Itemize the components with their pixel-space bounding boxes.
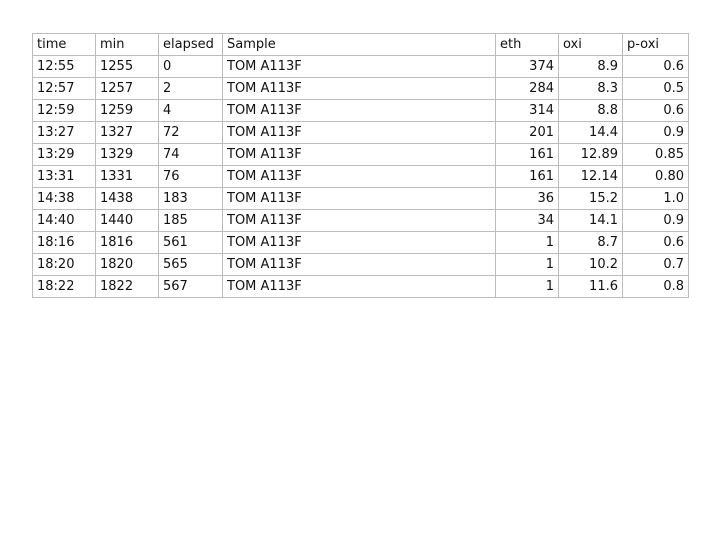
cell-eth: 34 (495, 209, 559, 232)
cell-sample: TOM A113F (222, 209, 496, 232)
cell-time: 18:16 (32, 231, 96, 254)
table-row: 12:55 1255 0 TOM A113F 374 8.9 0.6 (32, 55, 689, 78)
cell-sample: TOM A113F (222, 55, 496, 78)
cell-eth: 1 (495, 231, 559, 254)
cell-time: 14:40 (32, 209, 96, 232)
cell-oxi: 11.6 (558, 275, 623, 298)
cell-elapsed: 2 (158, 77, 223, 100)
cell-time: 12:59 (32, 99, 96, 122)
cell-eth: 1 (495, 275, 559, 298)
cell-p-oxi: 0.6 (622, 231, 689, 254)
cell-p-oxi: 0.80 (622, 165, 689, 188)
header-time: time (32, 33, 96, 56)
header-eth: eth (495, 33, 559, 56)
cell-p-oxi: 0.8 (622, 275, 689, 298)
cell-oxi: 8.3 (558, 77, 623, 100)
cell-time: 14:38 (32, 187, 96, 210)
cell-time: 13:31 (32, 165, 96, 188)
header-p-oxi: p-oxi (622, 33, 689, 56)
cell-min: 1329 (95, 143, 159, 166)
cell-sample: TOM A113F (222, 187, 496, 210)
cell-min: 1816 (95, 231, 159, 254)
cell-min: 1331 (95, 165, 159, 188)
table-row: 12:57 1257 2 TOM A113F 284 8.3 0.5 (32, 77, 689, 100)
cell-sample: TOM A113F (222, 253, 496, 276)
cell-oxi: 15.2 (558, 187, 623, 210)
cell-time: 13:29 (32, 143, 96, 166)
cell-oxi: 10.2 (558, 253, 623, 276)
cell-elapsed: 561 (158, 231, 223, 254)
cell-eth: 314 (495, 99, 559, 122)
cell-oxi: 8.9 (558, 55, 623, 78)
cell-elapsed: 185 (158, 209, 223, 232)
cell-eth: 161 (495, 165, 559, 188)
cell-p-oxi: 0.6 (622, 99, 689, 122)
cell-oxi: 12.89 (558, 143, 623, 166)
cell-p-oxi: 0.6 (622, 55, 689, 78)
cell-elapsed: 72 (158, 121, 223, 144)
header-row: time min elapsed Sample eth oxi p-oxi (32, 33, 689, 56)
table-row: 18:16 1816 561 TOM A113F 1 8.7 0.6 (32, 231, 689, 254)
cell-p-oxi: 0.85 (622, 143, 689, 166)
cell-p-oxi: 0.9 (622, 121, 689, 144)
cell-oxi: 14.4 (558, 121, 623, 144)
cell-sample: TOM A113F (222, 231, 496, 254)
cell-sample: TOM A113F (222, 165, 496, 188)
cell-sample: TOM A113F (222, 77, 496, 100)
cell-sample: TOM A113F (222, 275, 496, 298)
table-row: 18:22 1822 567 TOM A113F 1 11.6 0.8 (32, 275, 689, 298)
cell-time: 12:57 (32, 77, 96, 100)
header-elapsed: elapsed (158, 33, 223, 56)
cell-min: 1327 (95, 121, 159, 144)
header-min: min (95, 33, 159, 56)
cell-elapsed: 183 (158, 187, 223, 210)
table-row: 12:59 1259 4 TOM A113F 314 8.8 0.6 (32, 99, 689, 122)
cell-time: 18:20 (32, 253, 96, 276)
cell-elapsed: 74 (158, 143, 223, 166)
cell-sample: TOM A113F (222, 121, 496, 144)
cell-oxi: 14.1 (558, 209, 623, 232)
header-oxi: oxi (558, 33, 623, 56)
cell-elapsed: 76 (158, 165, 223, 188)
table-row: 18:20 1820 565 TOM A113F 1 10.2 0.7 (32, 253, 689, 276)
cell-p-oxi: 1.0 (622, 187, 689, 210)
cell-min: 1822 (95, 275, 159, 298)
table-row: 14:40 1440 185 TOM A113F 34 14.1 0.9 (32, 209, 689, 232)
cell-eth: 161 (495, 143, 559, 166)
cell-min: 1257 (95, 77, 159, 100)
header-sample: Sample (222, 33, 496, 56)
cell-elapsed: 567 (158, 275, 223, 298)
cell-elapsed: 0 (158, 55, 223, 78)
cell-min: 1820 (95, 253, 159, 276)
cell-time: 12:55 (32, 55, 96, 78)
cell-min: 1438 (95, 187, 159, 210)
cell-eth: 201 (495, 121, 559, 144)
cell-eth: 374 (495, 55, 559, 78)
cell-time: 13:27 (32, 121, 96, 144)
table-row: 13:31 1331 76 TOM A113F 161 12.14 0.80 (32, 165, 689, 188)
table-body: 12:55 1255 0 TOM A113F 374 8.9 0.6 12:57 1257 2 TO… (32, 55, 689, 298)
data-table: time min elapsed Sample eth oxi p-oxi 12… (32, 33, 689, 298)
cell-oxi: 8.8 (558, 99, 623, 122)
cell-min: 1259 (95, 99, 159, 122)
cell-elapsed: 4 (158, 99, 223, 122)
cell-elapsed: 565 (158, 253, 223, 276)
cell-oxi: 8.7 (558, 231, 623, 254)
cell-oxi: 12.14 (558, 165, 623, 188)
table-row: 14:38 1438 183 TOM A113F 36 15.2 1.0 (32, 187, 689, 210)
cell-eth: 36 (495, 187, 559, 210)
table-row: 13:29 1329 74 TOM A113F 161 12.89 0.85 (32, 143, 689, 166)
cell-min: 1255 (95, 55, 159, 78)
table-row: 13:27 1327 72 TOM A113F 201 14.4 0.9 (32, 121, 689, 144)
cell-eth: 284 (495, 77, 559, 100)
cell-sample: TOM A113F (222, 143, 496, 166)
cell-sample: TOM A113F (222, 99, 496, 122)
cell-time: 18:22 (32, 275, 96, 298)
cell-eth: 1 (495, 253, 559, 276)
cell-min: 1440 (95, 209, 159, 232)
cell-p-oxi: 0.7 (622, 253, 689, 276)
cell-p-oxi: 0.5 (622, 77, 689, 100)
cell-p-oxi: 0.9 (622, 209, 689, 232)
